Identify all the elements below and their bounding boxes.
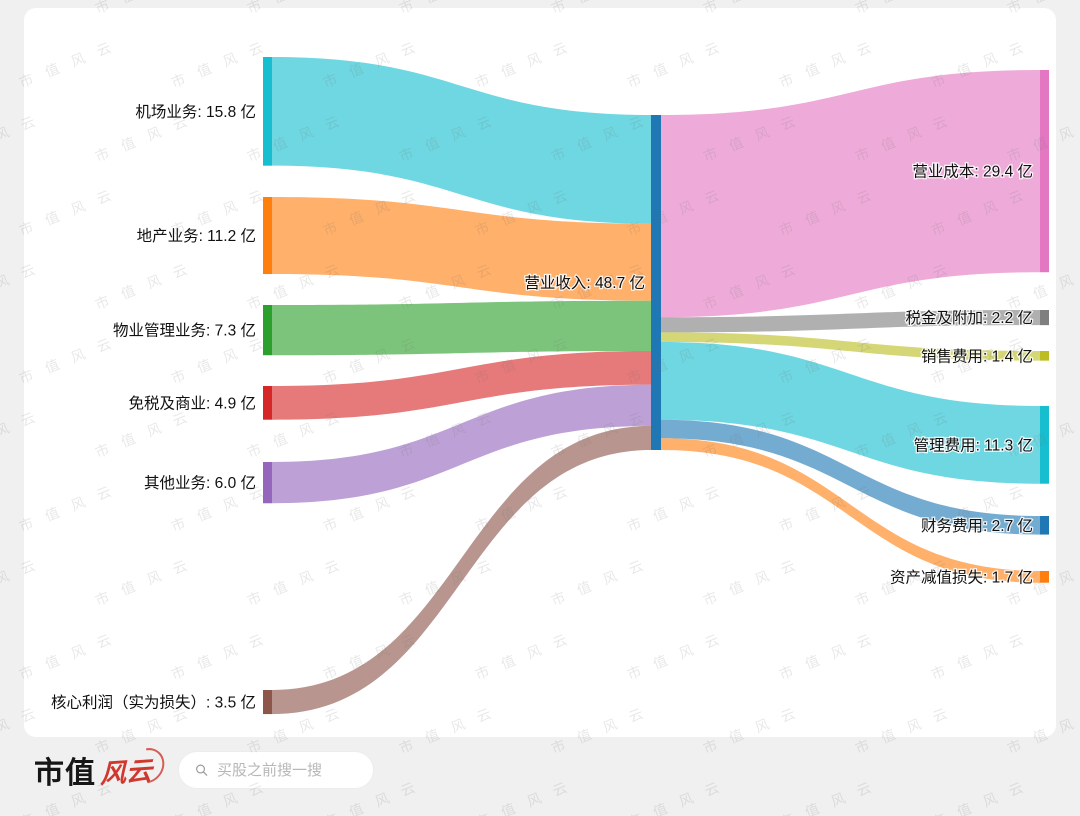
- search-input[interactable]: [217, 761, 358, 779]
- watermark-text: 市 值 风 云: [472, 775, 575, 816]
- search-bar: [178, 751, 375, 789]
- search-icon: [196, 764, 208, 776]
- brand-logo-text: 市值: [34, 757, 96, 790]
- chart-card: [24, 8, 1056, 737]
- watermark-text: 市 值 风 云: [928, 775, 1031, 816]
- footer: 市值 风云: [34, 748, 375, 792]
- watermark-text: 市 值 风 云: [776, 775, 879, 816]
- brand-logo-seal: 风云: [100, 749, 160, 790]
- brand-logo: 市值 风云: [34, 748, 160, 792]
- watermark-text: 市 值 风 云: [624, 775, 727, 816]
